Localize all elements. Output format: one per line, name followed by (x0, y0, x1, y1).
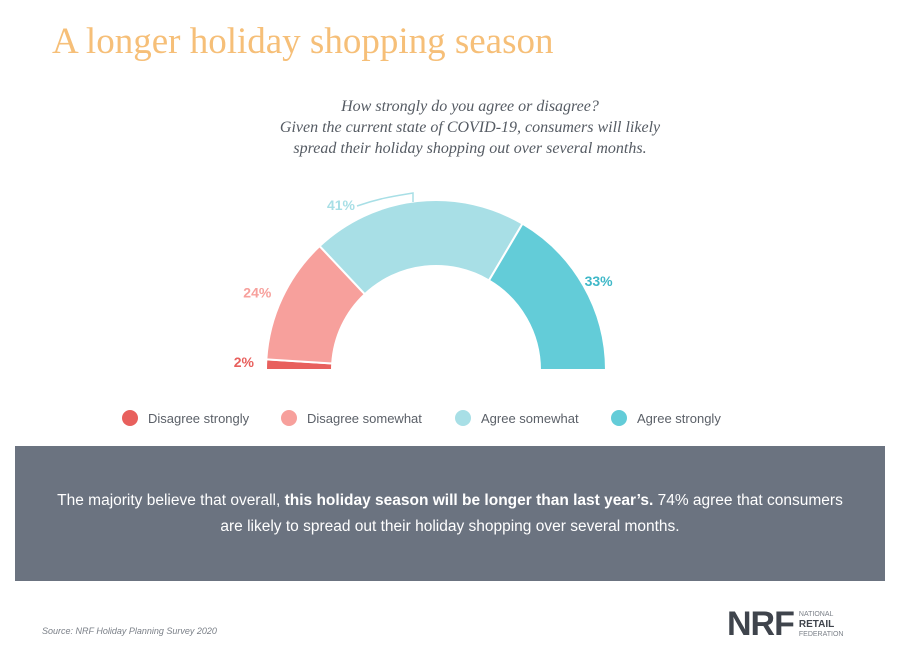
summary-text-start: The majority believe that overall, (57, 491, 285, 509)
question-line: Given the current state of COVID-19, con… (279, 119, 661, 136)
legend-swatch-disagree-strongly (122, 410, 138, 426)
summary-banner: The majority believe that overall, this … (15, 446, 885, 581)
legend-label-agree-somewhat: Agree somewhat (481, 411, 579, 426)
legend-swatch-agree-strongly (611, 410, 627, 426)
summary-text: The majority believe that overall, this … (50, 488, 850, 540)
page-title: A longer holiday shopping season (52, 21, 554, 62)
leader-line-agree-somewhat (356, 192, 414, 207)
legend-label-agree-strongly: Agree strongly (637, 411, 721, 426)
legend-label-disagree-somewhat: Disagree somewhat (307, 411, 422, 426)
logo-word: Retail (798, 618, 835, 630)
logo-word: Federation (798, 630, 844, 638)
logo-words: National Retail Federation (799, 610, 844, 639)
legend-swatch-agree-somewhat (455, 410, 471, 426)
logo-word: National (798, 610, 834, 618)
legend-label-disagree-strongly: Disagree strongly (148, 411, 250, 426)
summary-text-end: 74% agree that consumers are likely to s… (220, 491, 843, 535)
data-label-agree-somewhat: 41% (327, 197, 356, 213)
source-note: Source: NRF Holiday Planning Survey 2020 (42, 626, 217, 636)
nrf-logo: NRF National Retail Federation (727, 606, 844, 642)
survey-question: How strongly do you agree or disagree? G… (170, 96, 770, 159)
summary-text-bold: this holiday season will be longer than … (284, 491, 654, 509)
question-line: How strongly do you agree or disagree? (341, 98, 599, 115)
slice-agree-somewhat (318, 199, 524, 296)
data-label-disagree-strongly: 2% (234, 354, 255, 370)
logo-mark: NRF (727, 605, 795, 643)
question-line: spread their holiday shopping out over s… (293, 140, 647, 157)
data-label-agree-strongly: 33% (585, 273, 614, 289)
slice-agree-strongly (487, 222, 608, 371)
legend-swatch-disagree-somewhat (281, 410, 297, 426)
data-label-disagree-somewhat: 24% (243, 285, 272, 301)
